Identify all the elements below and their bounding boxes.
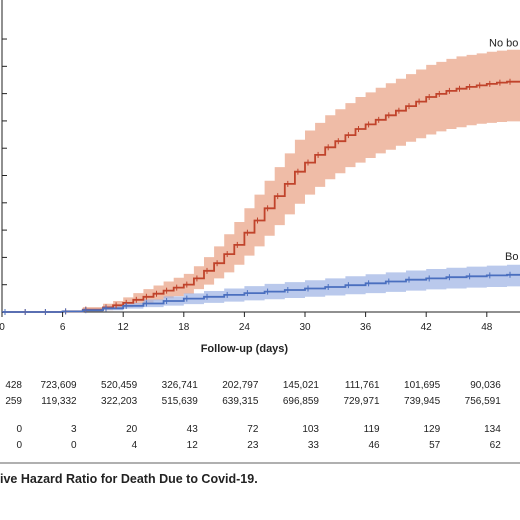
censor-marks bbox=[4, 78, 511, 315]
events-booster-cell: 33 bbox=[307, 440, 319, 451]
at-risk-booster-cell: 729,971 bbox=[343, 396, 380, 407]
x-tick-label: 18 bbox=[178, 322, 190, 333]
at-risk-booster-cell: 756,591 bbox=[464, 396, 501, 407]
at-risk-booster-cell: 696,859 bbox=[282, 396, 319, 407]
events-no-booster-cell: 43 bbox=[186, 424, 198, 435]
x-tick-label: 42 bbox=[421, 322, 433, 333]
series-label-no-booster: No bo bbox=[489, 38, 518, 50]
at-risk-no-booster-cell: 202,797 bbox=[222, 380, 259, 391]
x-tick-label: 36 bbox=[360, 322, 372, 333]
confidence-band-1 bbox=[2, 264, 520, 312]
events-booster-cell: 23 bbox=[247, 440, 259, 451]
events-no-booster-cell: 134 bbox=[484, 424, 501, 435]
events-no-booster-cell: 20 bbox=[126, 424, 138, 435]
events-no-booster-cell: 103 bbox=[302, 424, 319, 435]
events-no-booster-cell: 0 bbox=[16, 424, 22, 435]
x-tick-label: 6 bbox=[60, 322, 66, 333]
at-risk-booster-cell: 739,945 bbox=[404, 396, 441, 407]
x-tick-label: 0 bbox=[0, 322, 5, 333]
at-risk-no-booster-cell: 111,761 bbox=[344, 380, 380, 391]
at-risk-no-booster-cell: 101,695 bbox=[404, 380, 441, 391]
x-tick-label: 12 bbox=[118, 322, 130, 333]
events-booster-cell: 0 bbox=[16, 440, 22, 451]
confidence-bands bbox=[2, 49, 520, 312]
events-booster-cell: 12 bbox=[186, 440, 198, 451]
bottom-strip bbox=[0, 497, 520, 520]
figure-caption-bar: ive Hazard Ratio for Death Due to Covid-… bbox=[0, 462, 520, 498]
events-booster-cell: 46 bbox=[368, 440, 380, 451]
events-booster-cell: 0 bbox=[71, 440, 77, 451]
at-risk-booster-cell: 322,203 bbox=[101, 396, 138, 407]
series-label-booster: Bo bbox=[505, 251, 518, 263]
events-booster-cell: 4 bbox=[131, 440, 138, 451]
at-risk-booster-cell: 119,332 bbox=[41, 396, 77, 407]
events-no-booster-cell: 119 bbox=[363, 424, 380, 435]
events-no-booster-cell: 72 bbox=[247, 424, 259, 435]
figure-caption: ive Hazard Ratio for Death Due to Covid-… bbox=[0, 472, 258, 486]
axes bbox=[1, 0, 520, 313]
x-ticks: 0 6 12 18 24 30 36 42 48 bbox=[0, 312, 493, 333]
events-no-booster-cell: 129 bbox=[423, 424, 441, 435]
events-booster-cell: 62 bbox=[489, 440, 501, 451]
at-risk-no-booster-cell: 723,609 bbox=[40, 380, 77, 391]
x-tick-label: 48 bbox=[481, 322, 493, 333]
at-risk-no-booster-cell: 520,459 bbox=[101, 380, 138, 391]
events-booster-cell: 57 bbox=[429, 440, 441, 451]
events-no-booster-cell: 3 bbox=[71, 424, 77, 435]
at-risk-booster-cell: 639,315 bbox=[222, 396, 259, 407]
at-risk-no-booster-cell: 90,036 bbox=[470, 380, 501, 391]
at-risk-no-booster-cell: 428 bbox=[5, 380, 22, 391]
x-tick-label: 24 bbox=[239, 322, 251, 333]
at-risk-booster-cell: 259 bbox=[5, 396, 22, 407]
at-risk-no-booster-cell: 326,741 bbox=[161, 380, 198, 391]
at-risk-no-booster-cell: 145,021 bbox=[282, 380, 319, 391]
cumulative-incidence-chart: 0 6 12 18 24 30 36 42 48 Follow-up (days) No bo … bbox=[0, 0, 520, 355]
x-axis-title: Follow-up (days) bbox=[201, 343, 289, 355]
x-tick-label: 30 bbox=[299, 322, 311, 333]
series-line-0 bbox=[2, 80, 520, 313]
at-risk-booster-cell: 515,639 bbox=[161, 396, 198, 407]
